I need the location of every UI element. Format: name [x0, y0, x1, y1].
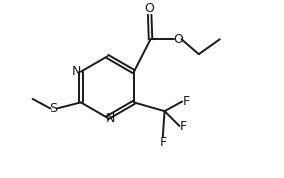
Text: F: F: [182, 95, 189, 108]
Text: S: S: [50, 102, 58, 115]
Text: F: F: [180, 120, 187, 133]
Text: O: O: [145, 2, 154, 15]
Text: N: N: [105, 112, 115, 125]
Text: O: O: [173, 33, 183, 46]
Text: N: N: [72, 65, 82, 78]
Text: F: F: [159, 136, 166, 149]
